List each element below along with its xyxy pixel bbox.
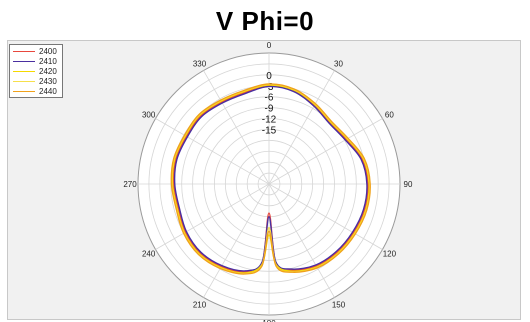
polar-grid-spoke [203, 70, 270, 185]
angle-tick-label: 30 [334, 60, 343, 69]
legend-label: 2410 [39, 57, 57, 66]
series-line-2440 [170, 83, 371, 275]
polar-grid-spoke [203, 183, 270, 298]
angle-tick-label: 300 [142, 111, 156, 120]
angle-tick-label: 330 [193, 60, 207, 69]
legend-item-2430: 2430 [13, 77, 61, 87]
series-line-2410 [173, 85, 368, 272]
polar-grid [137, 52, 401, 316]
legend-swatch [13, 61, 35, 62]
radial-tick-label: -3 [265, 82, 274, 93]
polar-grid-spoke [268, 183, 383, 250]
legend-item-2410: 2410 [13, 57, 61, 67]
series-layer [170, 83, 371, 275]
legend-label: 2420 [39, 67, 57, 76]
angle-tick-labels: 0 30 60 90 120 150 180 210 240 270 300 330 [123, 41, 413, 322]
legend-label: 2400 [39, 47, 57, 56]
angle-tick-label: 240 [142, 250, 156, 259]
angle-tick-label: 60 [385, 111, 394, 120]
legend-label: 2440 [39, 87, 57, 96]
legend-swatch [13, 91, 35, 92]
radial-tick-label: -12 [262, 115, 277, 126]
polar-grid-spoke [155, 183, 270, 250]
angle-tick-label: 0 [267, 41, 272, 50]
radial-tick-label: -9 [265, 104, 274, 115]
legend: 2400 2410 2420 2430 2440 [9, 44, 63, 98]
angle-tick-label: 210 [193, 300, 207, 309]
polar-grid-spoke [268, 70, 335, 185]
legend-swatch [13, 81, 35, 82]
radial-tick-label: -15 [262, 125, 277, 136]
polar-grid-spoke [268, 183, 335, 298]
legend-swatch [13, 71, 35, 72]
polar-grid-spoke [268, 118, 383, 185]
radial-tick-labels: 0-3-6-9-12-15 [262, 71, 277, 137]
radial-tick-label: 0 [266, 71, 272, 82]
radial-tick-label: -6 [265, 93, 274, 104]
legend-item-2400: 2400 [13, 47, 61, 57]
chart-title: V Phi=0 [215, 6, 315, 36]
legend-item-2420: 2420 [13, 67, 61, 77]
polar-grid-spoke [155, 118, 270, 185]
angle-tick-label: 180 [262, 319, 276, 322]
legend-label: 2430 [39, 77, 57, 86]
angle-tick-label: 120 [383, 250, 397, 259]
legend-item-2440: 2440 [13, 87, 61, 97]
angle-tick-label: 90 [404, 180, 413, 189]
series-line-2400 [172, 85, 369, 273]
angle-tick-label: 150 [332, 300, 346, 309]
legend-swatch [13, 51, 35, 52]
angle-tick-label: 270 [123, 180, 137, 189]
